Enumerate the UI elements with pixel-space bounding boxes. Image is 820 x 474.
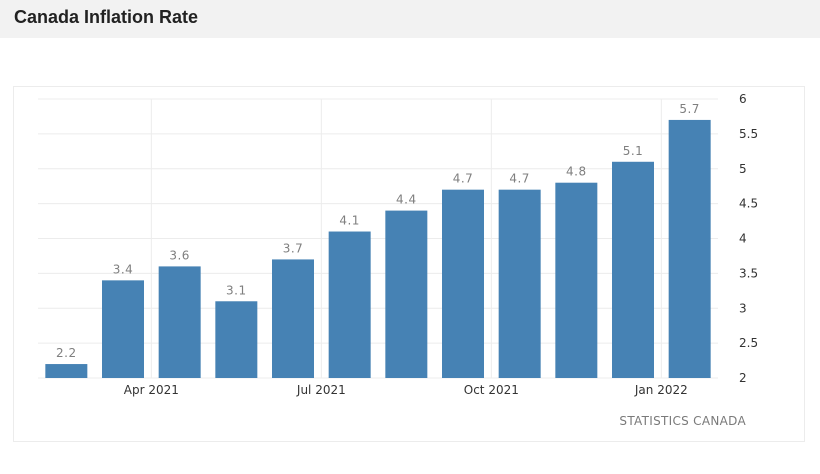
bar-value-label: 5.1 [623, 144, 644, 158]
bar [158, 266, 201, 378]
bar [555, 182, 598, 378]
bar-value-label: 5.7 [679, 102, 700, 116]
y-tick-label: 4.5 [739, 197, 758, 211]
bar [215, 301, 258, 378]
bar [45, 364, 88, 378]
bar-value-label: 3.6 [169, 248, 190, 262]
bar-value-label: 4.8 [566, 165, 587, 179]
source-label: STATISTICS CANADA [619, 414, 746, 428]
bar-value-label: 4.1 [339, 214, 360, 228]
x-tick-label: Apr 2021 [124, 383, 179, 397]
header-bar: Canada Inflation Rate [0, 0, 820, 38]
y-tick-label: 2 [739, 371, 747, 385]
y-tick-label: 4 [739, 232, 747, 246]
bar [102, 280, 144, 378]
bar [668, 119, 711, 379]
bar [328, 231, 371, 378]
bar-value-label: 2.2 [56, 346, 77, 360]
bar [442, 189, 484, 378]
y-tick-label: 3.5 [739, 266, 758, 280]
bar-value-label: 4.4 [396, 193, 417, 207]
x-tick-label: Jul 2021 [296, 383, 346, 397]
y-tick-label: 6 [739, 92, 747, 106]
bar [612, 161, 654, 378]
bar [498, 189, 541, 378]
y-tick-label: 3 [739, 301, 747, 315]
x-tick-label: Jan 2022 [634, 383, 688, 397]
y-tick-label: 5 [739, 162, 747, 176]
bar-value-label: 3.4 [113, 262, 134, 276]
bar-value-label: 4.7 [453, 172, 474, 186]
x-tick-label: Oct 2021 [464, 383, 519, 397]
bar-value-label: 3.7 [283, 241, 304, 255]
bar-value-label: 3.1 [226, 283, 247, 297]
bar-value-label: 4.7 [509, 172, 530, 186]
page-title: Canada Inflation Rate [14, 7, 199, 27]
bar [272, 259, 314, 378]
bar [385, 210, 428, 378]
y-tick-label: 5.5 [739, 127, 758, 141]
y-tick-label: 2.5 [739, 336, 758, 350]
